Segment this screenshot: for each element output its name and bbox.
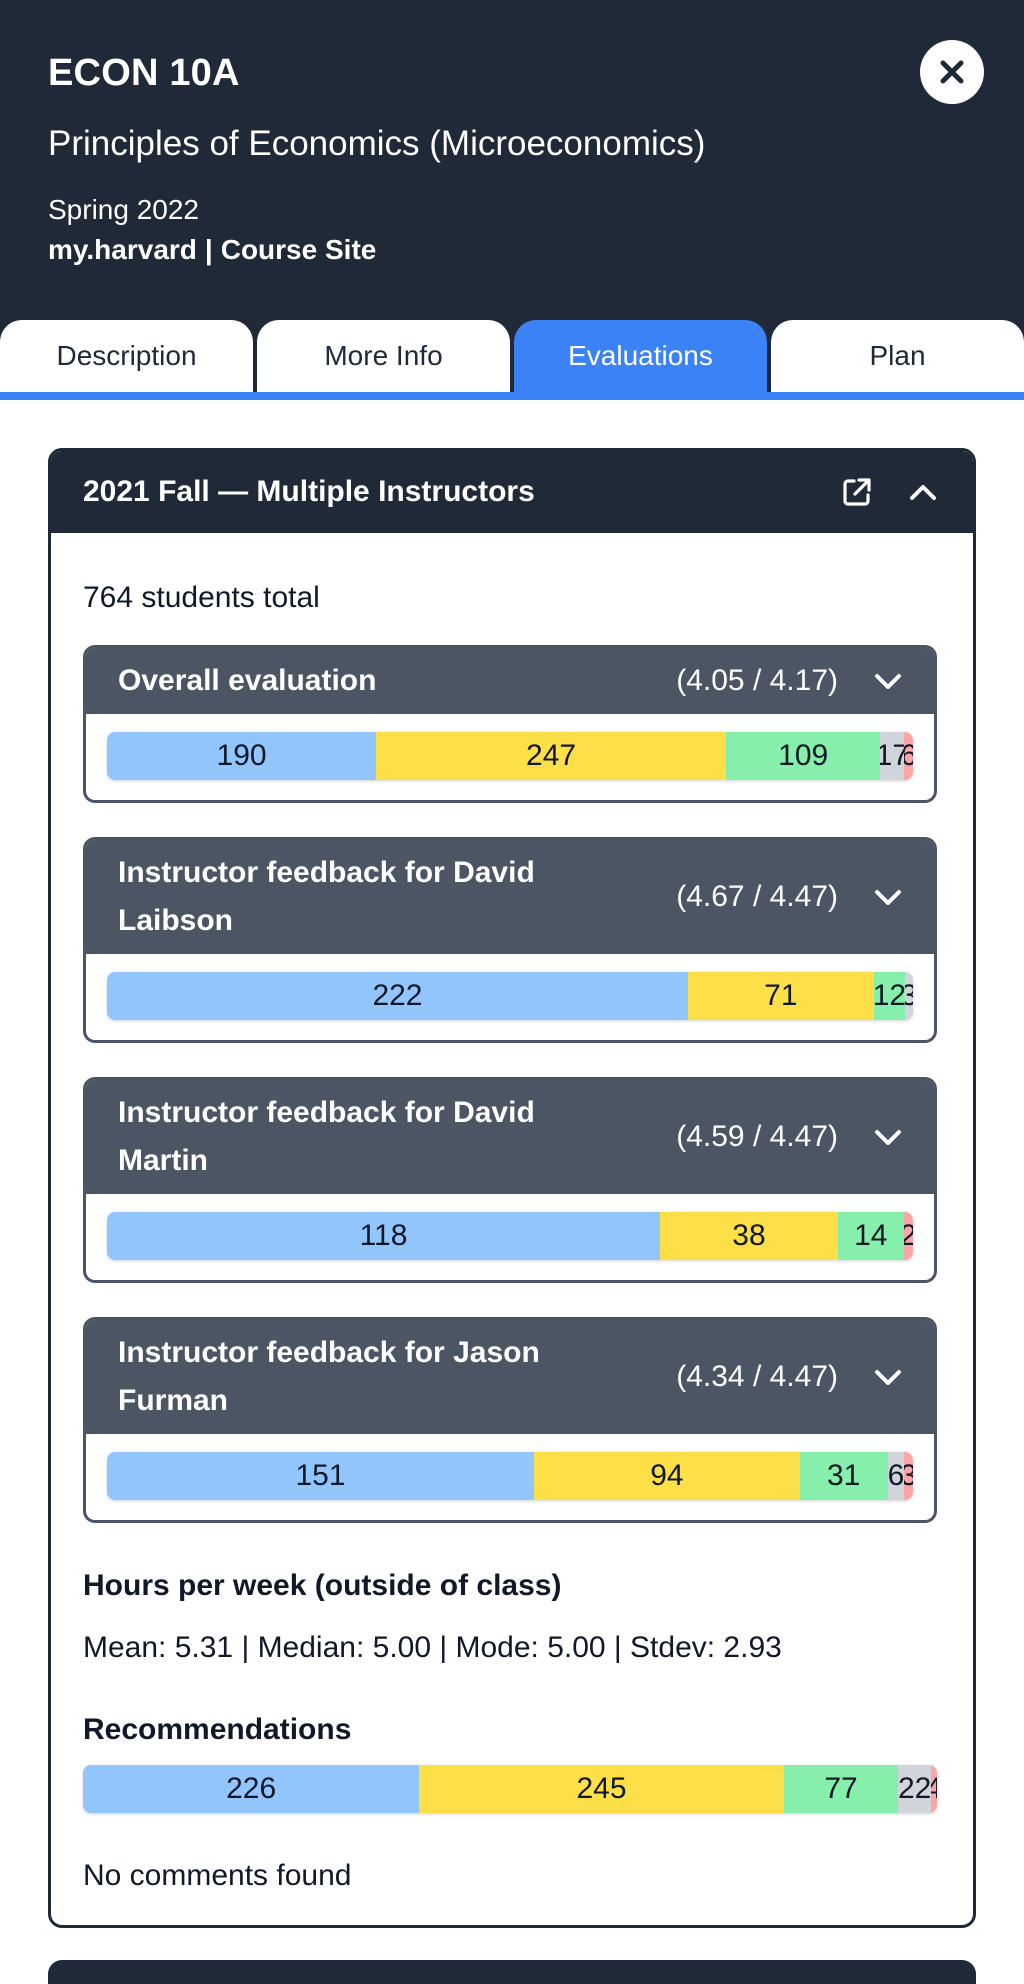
- rating-bar: 151943163: [107, 1452, 913, 1500]
- bar-segment-count-2: 17: [880, 732, 905, 780]
- recommendations-bar: 22624577224: [83, 1765, 937, 1813]
- evaluations-panel: 2021 Fall — Multiple Instructors 764 stu…: [0, 400, 1024, 1984]
- rating-bar: 22271123: [107, 972, 913, 1020]
- no-comments-text: No comments found: [83, 1859, 352, 1892]
- bar-segment-count-1: 3: [904, 1452, 913, 1500]
- bar-segment-count-3: 14: [838, 1212, 904, 1260]
- bar-segment-count-2: 22: [898, 1765, 931, 1813]
- section-score: (4.59 / 4.47): [676, 1120, 838, 1153]
- hours-title: Hours per week (outside of class): [83, 1569, 562, 1602]
- bar-segment-count-5: 190: [107, 732, 377, 780]
- bar-segment-count-4: 94: [534, 1452, 800, 1500]
- bar-segment-count-5: 222: [107, 972, 688, 1020]
- links-separator: |: [204, 234, 213, 265]
- recommendations-title: Recommendations: [83, 1713, 352, 1746]
- hours-stats: Mean: 5.31 | Median: 5.00 | Mode: 5.00 |…: [83, 1631, 782, 1664]
- bar-segment-count-1: 4: [931, 1765, 937, 1813]
- collapse-button[interactable]: [903, 472, 943, 512]
- section-instructor-martin: Instructor feedback for David Martin (4.…: [83, 1077, 937, 1283]
- chevron-down-icon: [875, 674, 901, 689]
- rating-bar: 11838142: [107, 1212, 913, 1260]
- section-score: (4.05 / 4.17): [676, 664, 838, 697]
- tab-evaluations[interactable]: Evaluations: [514, 320, 767, 392]
- evaluation-card: 2021 Fall — Multiple Instructors 764 stu…: [48, 448, 976, 1928]
- section-overall-evaluation: Overall evaluation (4.05 / 4.17) 190 247 1…: [83, 645, 937, 803]
- tab-plan[interactable]: Plan: [771, 320, 1024, 392]
- close-button[interactable]: [920, 40, 984, 104]
- bar-segment-count-4: 38: [659, 1212, 839, 1260]
- evaluation-card-header[interactable]: 2021 Fall — Multiple Instructors: [51, 451, 973, 533]
- expand-button[interactable]: [870, 1119, 906, 1155]
- expand-button[interactable]: [870, 1359, 906, 1395]
- bar-segment-count-3: 109: [726, 732, 881, 780]
- external-link-button[interactable]: [837, 472, 877, 512]
- section-label: Instructor feedback for David Martin: [118, 1096, 535, 1177]
- chevron-down-icon: [875, 1130, 901, 1145]
- bar-segment-count-4: 247: [376, 732, 726, 780]
- rating-bar: 190247109176: [107, 732, 913, 780]
- my-harvard-link[interactable]: my.harvard: [48, 234, 197, 265]
- evaluation-title: 2021 Fall — Multiple Instructors: [83, 475, 535, 508]
- bar-segment-count-3: 12: [873, 972, 906, 1020]
- section-label: Overall evaluation: [118, 664, 377, 697]
- section-label: Instructor feedback for Jason Furman: [118, 1336, 540, 1417]
- course-links: my.harvard | Course Site: [48, 234, 376, 266]
- bar-segment-count-2: 3: [905, 972, 913, 1020]
- section-instructor-laibson: Instructor feedback for David Laibson (4…: [83, 837, 937, 1043]
- tab-bar: Description More Info Evaluations Plan: [0, 320, 1024, 392]
- course-code: ECON 10A: [48, 52, 240, 94]
- section-score: (4.34 / 4.47): [676, 1360, 838, 1393]
- course-term: Spring 2022: [48, 194, 200, 225]
- close-icon: [940, 60, 964, 84]
- section-header[interactable]: Instructor feedback for Jason Furman (4.…: [86, 1320, 934, 1434]
- bar-segment-count-5: 226: [83, 1765, 420, 1813]
- students-total: 764 students total: [83, 581, 320, 614]
- bar-segment-count-1: 6: [904, 732, 913, 780]
- section-header[interactable]: Instructor feedback for David Laibson (4…: [86, 840, 934, 954]
- external-link-icon: [843, 478, 871, 506]
- next-evaluation-card[interactable]: [48, 1960, 976, 1984]
- course-title: Principles of Economics (Microeconomics): [48, 124, 706, 163]
- tab-more-info[interactable]: More Info: [257, 320, 510, 392]
- bar-segment-count-4: 71: [687, 972, 874, 1020]
- bar-segment-count-5: 118: [107, 1212, 660, 1260]
- tab-description[interactable]: Description: [0, 320, 253, 392]
- expand-button[interactable]: [870, 663, 906, 699]
- bar-segment-count-1: 2: [903, 1212, 913, 1260]
- section-label: Instructor feedback for David Laibson: [118, 856, 535, 937]
- section-score: (4.67 / 4.47): [676, 880, 838, 913]
- bar-segment-count-5: 151: [107, 1452, 535, 1500]
- chevron-down-icon: [875, 1370, 901, 1385]
- tab-underline: [0, 392, 1024, 400]
- bar-segment-count-2: 6: [887, 1452, 905, 1500]
- expand-button[interactable]: [870, 879, 906, 915]
- bar-segment-count-4: 245: [419, 1765, 784, 1813]
- section-header[interactable]: Instructor feedback for David Martin (4.…: [86, 1080, 934, 1194]
- chevron-down-icon: [875, 890, 901, 905]
- bar-segment-count-3: 77: [783, 1765, 899, 1813]
- section-instructor-furman: Instructor feedback for Jason Furman (4.…: [83, 1317, 937, 1523]
- chevron-up-icon: [910, 485, 936, 500]
- section-header[interactable]: Overall evaluation (4.05 / 4.17): [86, 648, 934, 714]
- course-site-link[interactable]: Course Site: [220, 234, 377, 265]
- bar-segment-count-3: 31: [799, 1452, 888, 1500]
